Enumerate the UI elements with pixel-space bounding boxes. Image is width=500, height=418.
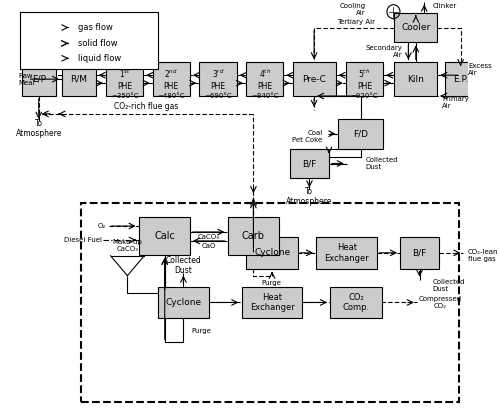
Text: 3$^{rd}$
PHE: 3$^{rd}$ PHE (210, 68, 226, 91)
Text: 4$^{th}$
PHE: 4$^{th}$ PHE (257, 68, 272, 91)
Text: O₂: O₂ (98, 223, 106, 229)
Text: liquid flow: liquid flow (78, 54, 121, 63)
Text: Carb: Carb (242, 231, 265, 241)
Text: Pre-C: Pre-C (302, 75, 326, 84)
Text: solid flow: solid flow (78, 39, 118, 48)
FancyBboxPatch shape (338, 119, 383, 149)
Text: To
Atmosphere: To Atmosphere (286, 186, 333, 206)
Text: ~350°C: ~350°C (111, 93, 138, 99)
Text: Cyclone: Cyclone (254, 248, 290, 257)
FancyBboxPatch shape (316, 237, 377, 269)
Text: CO₂
Comp.: CO₂ Comp. (342, 293, 369, 312)
Text: Cyclone: Cyclone (166, 298, 202, 307)
Text: 5$^{th}$
PHE: 5$^{th}$ PHE (357, 68, 372, 91)
FancyBboxPatch shape (242, 287, 302, 319)
Text: Diesel Fuel: Diesel Fuel (64, 237, 102, 243)
FancyBboxPatch shape (445, 62, 476, 96)
FancyBboxPatch shape (292, 62, 336, 96)
Text: CO₂-lean
flue gas: CO₂-lean flue gas (468, 249, 498, 263)
Text: ~920°C: ~920°C (350, 93, 378, 99)
FancyBboxPatch shape (394, 62, 438, 96)
Text: E/P: E/P (32, 75, 46, 84)
FancyBboxPatch shape (22, 62, 56, 96)
Text: Clinker: Clinker (432, 3, 457, 9)
Text: To
Atmosphere: To Atmosphere (16, 119, 62, 138)
FancyBboxPatch shape (394, 13, 438, 42)
FancyBboxPatch shape (346, 62, 383, 96)
Text: ~840°C: ~840°C (251, 93, 278, 99)
Text: CO₂-rich flue gas: CO₂-rich flue gas (114, 102, 178, 112)
Text: Collected
Dust: Collected Dust (366, 157, 398, 170)
Text: 2$^{nd}$
PHE: 2$^{nd}$ PHE (164, 68, 179, 91)
FancyBboxPatch shape (290, 149, 329, 178)
Text: CaO: CaO (202, 243, 216, 249)
Text: Kiln: Kiln (408, 75, 424, 84)
FancyBboxPatch shape (20, 12, 158, 69)
FancyBboxPatch shape (139, 217, 190, 255)
Text: R/M: R/M (70, 75, 88, 84)
FancyBboxPatch shape (246, 237, 298, 269)
FancyBboxPatch shape (152, 62, 190, 96)
Text: Make-up
CaCO₃: Make-up CaCO₃ (112, 240, 142, 252)
Text: Calc: Calc (154, 231, 175, 241)
Text: Tertiary Air: Tertiary Air (337, 18, 375, 25)
Text: Excess
Air: Excess Air (468, 63, 492, 76)
Text: Compressed
CO₂: Compressed CO₂ (418, 296, 462, 309)
Text: F/D: F/D (354, 129, 368, 138)
FancyBboxPatch shape (62, 62, 96, 96)
FancyBboxPatch shape (228, 217, 279, 255)
FancyBboxPatch shape (400, 237, 439, 269)
Text: Purge: Purge (261, 280, 281, 285)
Text: Collected
Dust: Collected Dust (166, 256, 202, 275)
Text: Raw
Meal: Raw Meal (18, 73, 34, 86)
Text: Collected
Dust: Collected Dust (432, 279, 465, 292)
Text: Primary
Air: Primary Air (442, 97, 469, 110)
Text: Heat
Exchanger: Heat Exchanger (250, 293, 294, 312)
Text: Purge: Purge (192, 328, 212, 334)
FancyBboxPatch shape (200, 62, 236, 96)
Text: Secondary
Air: Secondary Air (366, 45, 403, 58)
Text: ~480°C: ~480°C (158, 93, 185, 99)
Text: Cooling
Air: Cooling Air (340, 3, 365, 16)
FancyBboxPatch shape (106, 62, 144, 96)
Text: CaCO₃: CaCO₃ (198, 234, 220, 240)
FancyBboxPatch shape (158, 287, 209, 319)
Text: E.P.: E.P. (453, 75, 468, 84)
Text: Cooler: Cooler (401, 23, 430, 32)
Text: Coal
Pet Coke: Coal Pet Coke (292, 130, 322, 143)
Text: gas flow: gas flow (78, 23, 113, 32)
Text: ~690°C: ~690°C (204, 93, 232, 99)
Text: B/F: B/F (302, 159, 316, 168)
Text: 1$^{st}$
PHE: 1$^{st}$ PHE (117, 68, 132, 91)
FancyBboxPatch shape (246, 62, 284, 96)
Text: B/F: B/F (412, 248, 426, 257)
Text: Heat
Exchanger: Heat Exchanger (324, 243, 369, 263)
FancyBboxPatch shape (330, 287, 382, 319)
